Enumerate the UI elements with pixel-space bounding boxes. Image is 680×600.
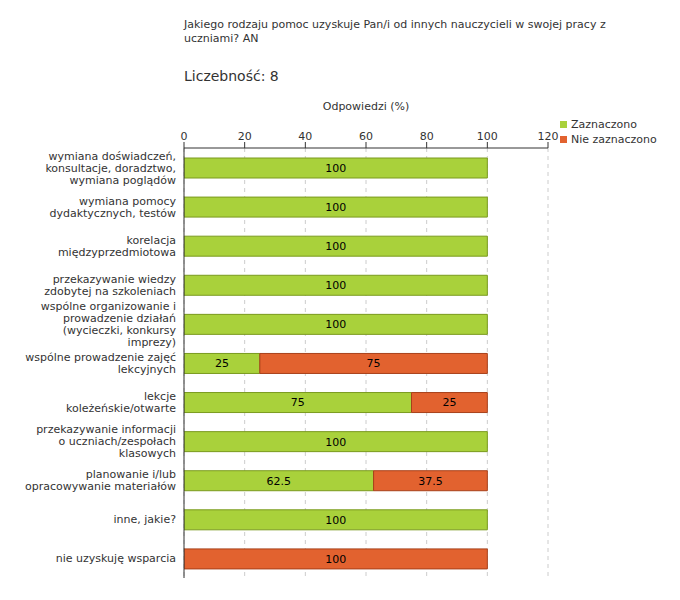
svg-text:25: 25 [442,396,456,409]
svg-text:korelacjamiędzyprzedmiotowa: korelacjamiędzyprzedmiotowa [58,234,176,259]
svg-text:60: 60 [359,130,373,143]
svg-text:100: 100 [477,130,498,143]
svg-text:75: 75 [291,396,305,409]
html-text:Zaznaczono: Zaznaczono [571,118,637,131]
svg-text:100: 100 [325,514,346,527]
html-text:Liczebność: 8: Liczebność: 8 [184,68,279,84]
html-text:Nie zaznaczono: Nie zaznaczono [571,133,657,146]
svg-text:25: 25 [215,357,229,370]
svg-text:20: 20 [238,130,252,143]
svg-text:100: 100 [325,279,346,292]
svg-text:100: 100 [325,201,346,214]
html-text:Jakiego rodzaju pomoc uzyskuje: Jakiego rodzaju pomoc uzyskuje Pan/i od … [184,18,606,45]
svg-text:Odpowiedzi (%): Odpowiedzi (%) [323,100,410,113]
svg-text:120: 120 [538,130,559,143]
svg-text:40: 40 [298,130,312,143]
svg-text:wspólne organizowanie iprowadz: wspólne organizowanie iprowadzenie dział… [41,300,177,349]
svg-text:80: 80 [420,130,434,143]
svg-text:0: 0 [181,130,188,143]
svg-text:75: 75 [367,357,381,370]
svg-text:wymiana doświadczeń,konsultacj: wymiana doświadczeń,konsultacje, doradzt… [45,150,176,187]
svg-text:100: 100 [325,240,346,253]
svg-text:przekazywanie informacjio uczn: przekazywanie informacjio uczniach/zespo… [36,423,176,460]
svg-text:planowanie i/lubopracowywanie: planowanie i/lubopracowywanie materiałów [25,468,176,493]
svg-text:37.5: 37.5 [418,475,443,488]
svg-text:62.5: 62.5 [267,475,292,488]
svg-text:100: 100 [325,318,346,331]
svg-text:100: 100 [325,553,346,566]
svg-text:inne, jakie?: inne, jakie? [113,513,176,526]
svg-text:100: 100 [325,436,346,449]
svg-text:wymiana pomocydydaktycznych, t: wymiana pomocydydaktycznych, testów [49,195,176,220]
svg-text:wspólne prowadzenie zajęćlekcy: wspólne prowadzenie zajęćlekcyjnych [25,351,176,376]
svg-text:przekazywanie wiedzyzdobytej n: przekazywanie wiedzyzdobytej na szkoleni… [44,273,176,298]
svg-text:nie uzyskuję wsparcia: nie uzyskuję wsparcia [56,552,176,565]
svg-text:100: 100 [325,162,346,175]
svg-text:lekcjekoleżeńskie/otwarte: lekcjekoleżeńskie/otwarte [66,390,176,415]
